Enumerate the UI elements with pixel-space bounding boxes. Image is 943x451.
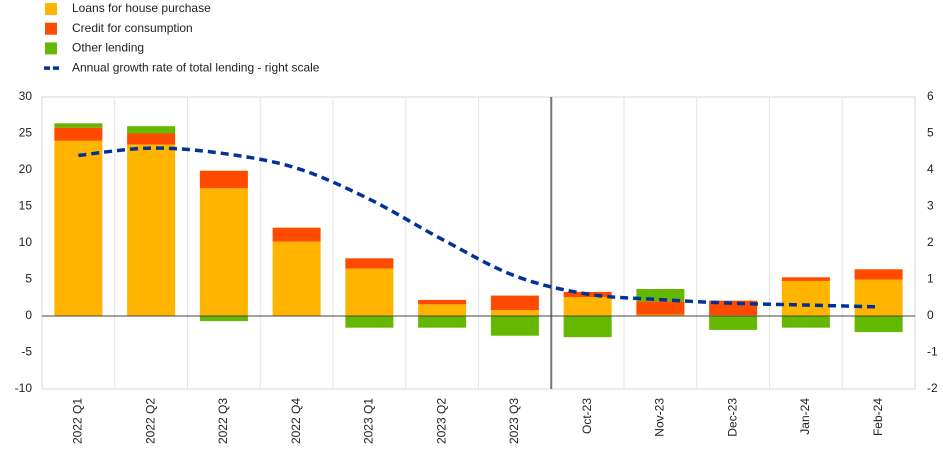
x-tick-label: Nov-23 — [653, 398, 667, 437]
bar — [636, 301, 685, 315]
legend-swatch — [45, 42, 57, 55]
bar — [854, 279, 903, 316]
bar — [345, 258, 394, 269]
y2-tick-label: 2 — [927, 235, 934, 249]
bar — [345, 268, 394, 316]
bar — [490, 295, 539, 311]
bar — [127, 144, 176, 316]
legend-label: Credit for consumption — [72, 21, 193, 35]
x-tick-label: 2022 Q1 — [71, 398, 85, 444]
y2-tick-label: -2 — [927, 381, 938, 395]
bar — [418, 299, 467, 305]
bar — [636, 314, 685, 316]
y-tick-label: -10 — [15, 381, 33, 395]
y-tick-label: 20 — [19, 162, 33, 176]
bar — [490, 316, 539, 336]
bar — [54, 123, 103, 128]
x-tick-label: 2023 Q2 — [434, 398, 448, 444]
y2-tick-label: 6 — [927, 89, 934, 103]
bar — [563, 316, 612, 338]
y2-tick-label: -1 — [927, 345, 938, 359]
bar — [563, 297, 612, 316]
bar — [781, 277, 830, 281]
y-tick-label: 10 — [19, 235, 33, 249]
y-tick-label: 15 — [19, 199, 33, 213]
y2-tick-label: 5 — [927, 126, 934, 140]
bar — [781, 316, 830, 328]
x-tick-label: Jan-24 — [798, 398, 812, 435]
bar — [199, 170, 248, 189]
x-tick-label: 2022 Q2 — [143, 398, 157, 444]
bar — [345, 316, 394, 328]
y-tick-label: 5 — [25, 272, 32, 286]
legend-label: Annual growth rate of total lending - ri… — [72, 60, 320, 74]
bar — [854, 269, 903, 280]
y2-tick-label: 3 — [927, 199, 934, 213]
bar — [54, 127, 103, 141]
bar — [199, 316, 248, 322]
bar — [854, 316, 903, 333]
y2-tick-label: 4 — [927, 162, 934, 176]
y-tick-label: 30 — [19, 89, 33, 103]
bar — [127, 133, 176, 145]
bar — [418, 304, 467, 316]
y-tick-label: 25 — [19, 126, 33, 140]
bar — [418, 316, 467, 328]
bar — [781, 280, 830, 316]
bar — [490, 310, 539, 316]
x-tick-label: Dec-23 — [725, 398, 739, 437]
x-tick-label: 2023 Q3 — [507, 398, 521, 444]
bar — [272, 241, 321, 316]
legend-swatch — [45, 3, 57, 15]
x-tick-label: 2023 Q1 — [362, 398, 376, 444]
growth-line — [78, 146, 879, 309]
x-tick-label: Feb-24 — [871, 398, 885, 436]
bar — [272, 227, 321, 242]
bar — [199, 188, 248, 316]
y2-tick-label: 1 — [927, 272, 934, 286]
legend-label: Other lending — [72, 41, 144, 55]
bar — [54, 140, 103, 316]
x-tick-label: Oct-23 — [580, 398, 594, 434]
y-tick-label: 0 — [25, 308, 32, 322]
legend-label: Loans for house purchase — [72, 1, 211, 15]
y-tick-label: -5 — [21, 345, 32, 359]
bar — [709, 300, 758, 316]
bar — [709, 316, 758, 330]
y2-tick-label: 0 — [927, 308, 934, 322]
x-tick-label: 2022 Q3 — [216, 398, 230, 444]
legend-swatch — [45, 22, 57, 35]
x-tick-label: 2022 Q4 — [289, 398, 303, 444]
bar — [127, 126, 176, 134]
